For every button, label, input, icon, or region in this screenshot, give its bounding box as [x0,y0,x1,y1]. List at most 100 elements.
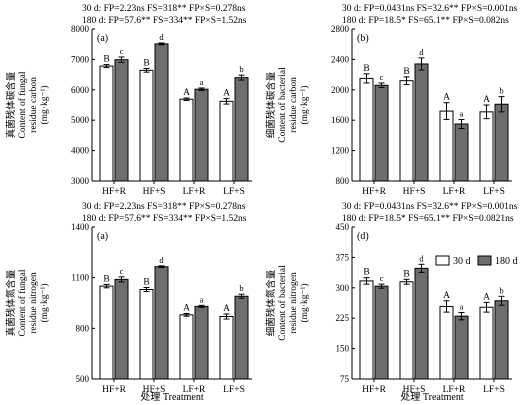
significance-letter: B [403,67,409,77]
x-tick-label: HF+S [403,385,426,395]
y-axis-title-line: (mg·kg⁻¹) [299,284,310,323]
x-axis-title-right: 处理 Treatment [400,391,463,403]
y-tick-label: 1200 [331,146,350,156]
bar [359,280,374,380]
stat-line-30d: 30 d: FP=0.0431ns FS=32.6** FP×S=0.001ns [342,202,518,212]
y-tick-label: 800 [336,176,350,186]
significance-letter: b [499,86,503,96]
panel-fungal-nitrogen: 30 d: FP=2.23ns FS=318** FP×S=0.278ns 18… [5,202,252,395]
y-tick-label: 5000 [71,115,90,125]
x-tick-label: HF+R [362,385,387,395]
y-tick-label: 450 [336,222,350,232]
plot-bacterial-carbon: 800 1200 1600 2000 2400 2800 (b) 细菌残体碳含量 Content… [265,24,512,197]
stat-line-180d: 180 d: FP=57.6** FS=334** FP×S=1.52ns [82,16,247,26]
plot-fungal-carbon: 3000 4000 5000 6000 7000 8000 (a) 真菌残体碳含量 Conten… [5,24,252,197]
panel-fungal-carbon: 30 d: FP=2.23ns FS=318** FP×S=0.278ns 18… [5,4,252,197]
y-axis-title-line: 真菌残体氮含量 [5,269,17,336]
bar [399,80,414,182]
x-tick-label: LF+S [483,187,505,197]
y-tick-label: 4000 [71,146,90,156]
y-axis-title-line: (mg·kg⁻¹) [39,284,50,323]
significance-letter: A [183,303,190,313]
bar [414,267,429,380]
y-axis-title-line: Content of fungal [17,269,28,336]
bar [454,123,469,182]
significance-letter: b [499,285,503,295]
x-tick-label: LF+R [443,187,466,197]
panel-bacterial-nitrogen: 30 d: FP=0.0431ns FS=32.6** FP×S=0.001ns… [265,202,518,395]
legend: 30 d 180 d [435,255,518,267]
significance-letter: B [403,269,409,279]
y-tick-label: 375 [336,252,350,262]
stat-line-30d: 30 d: FP=2.23ns FS=318** FP×S=0.278ns [82,202,246,212]
significance-letter: d [419,253,424,263]
significance-letter: A [443,291,450,301]
y-axis-title-line: Content of bacterial [277,67,288,143]
significance-letter: c [120,266,124,276]
panel-label: (a) [97,33,108,44]
significance-letter: d [419,47,424,57]
bar [99,65,114,182]
y-tick-label: 1600 [331,115,350,125]
bar [494,103,509,182]
y-tick-label: 150 [336,344,350,354]
significance-letter: B [363,64,369,74]
legend-swatch-180d [477,255,492,266]
significance-letter: a [460,302,464,312]
y-tick-label: 8000 [71,24,90,34]
y-axis-title-line: 真菌残体碳含量 [5,71,17,138]
x-tick-label: HF+R [102,187,127,197]
bar [154,266,169,380]
significance-letter: A [483,292,490,302]
bar [234,295,249,380]
x-tick-label: HF+R [362,187,387,197]
x-tick-label: HF+S [143,385,166,395]
significance-letter: A [443,93,450,103]
stat-line-180d: 180 d: FP=18.5* FS=65.1** FP×S=0.082ns [342,16,509,26]
y-axis-title-line: residue nitrogen [29,272,39,334]
significance-letter: a [200,294,204,304]
significance-letter: A [223,89,230,99]
bar [479,306,494,380]
x-tick-label: LF+R [183,187,206,197]
bar [359,77,374,182]
panel-label: (a) [97,231,108,242]
x-tick-label: LF+R [183,385,206,395]
panel-label: (d) [357,231,369,242]
y-tick-label: 7000 [71,54,90,64]
bar [494,300,509,380]
y-tick-label: 500 [76,374,90,384]
plot-bacterial-nitrogen: 75 150 225 300 375 450 (d) 细菌残体氮含量 Content of ba… [265,222,512,395]
bar [99,285,114,380]
y-tick-label: 6000 [71,85,90,95]
bar [374,84,389,182]
bar [194,305,209,380]
legend-label-180d: 180 d [495,256,518,267]
significance-letter: a [460,108,464,118]
stat-line-30d: 30 d: FP=2.23ns FS=318** FP×S=0.278ns [82,4,246,14]
bar [194,88,209,182]
significance-letter: c [380,72,384,82]
bar [234,77,249,182]
significance-letter: d [159,32,164,42]
y-tick-label: 75 [340,374,350,384]
y-axis-title-line: residue carbon [29,77,39,133]
legend-label-30d: 30 d [453,256,471,267]
bar [219,316,234,380]
panel-label: (b) [357,33,369,44]
x-tick-label: LF+S [223,187,245,197]
y-axis-title-line: (mg·kg⁻¹) [299,86,310,125]
bar [179,98,194,182]
y-axis-title-line: 细菌残体氮含量 [265,269,277,336]
significance-letter: A [183,88,190,98]
significance-letter: B [143,59,149,69]
y-axis-title-line: Content of bacterial [277,265,288,341]
y-tick-label: 2800 [331,24,350,34]
y-tick-label: 300 [336,283,350,293]
stat-line-180d: 180 d: FP=57.6** FS=334** FP×S=1.52ns [82,214,247,224]
bar [154,43,169,182]
significance-letter: a [200,77,204,87]
bar [374,285,389,380]
bar [114,59,129,182]
